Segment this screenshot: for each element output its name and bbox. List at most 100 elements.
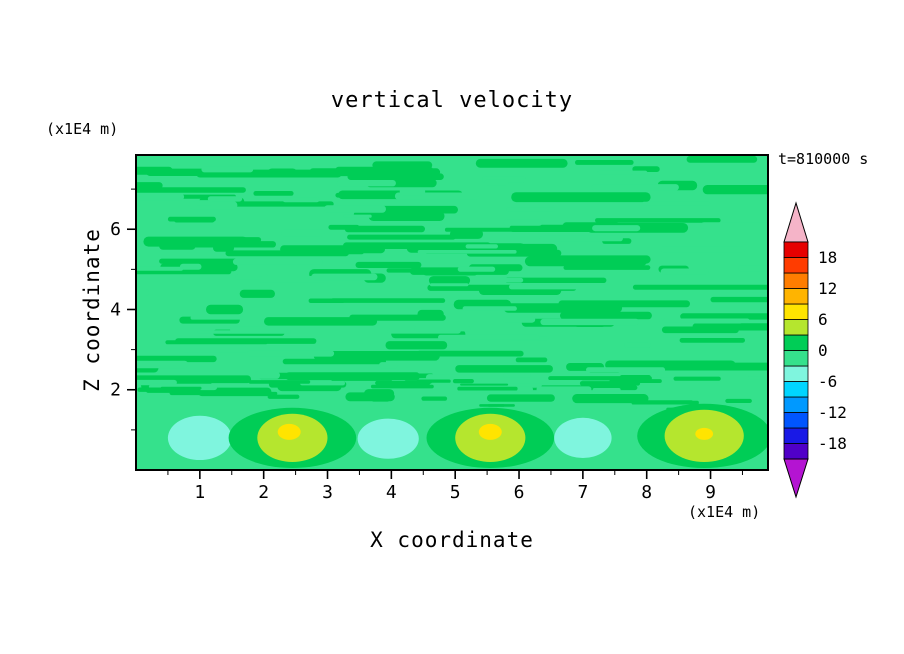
field-streak-gap [379, 362, 398, 369]
field-streak-gap [201, 166, 254, 173]
colorbar-under-arrow [783, 458, 809, 499]
colorbar-segment [783, 350, 809, 367]
colorbar-segment [783, 272, 809, 289]
field-streak [572, 394, 649, 404]
cell-updraft [277, 423, 301, 440]
field-filament [261, 391, 278, 396]
colorbar-tick-label: -18 [818, 434, 847, 453]
field-streak [710, 296, 768, 303]
field-streak [335, 192, 377, 198]
field-streak-gap [179, 345, 248, 353]
field-streak [515, 357, 548, 363]
field-streak-gap [748, 376, 768, 380]
colorbar-segment [783, 381, 809, 398]
field-streak [355, 261, 422, 268]
colorbar-segment [783, 241, 809, 258]
field-streak-gap [414, 326, 471, 332]
field-streak-gap [506, 207, 555, 212]
field-streak [450, 229, 483, 239]
field-streak [455, 365, 553, 373]
y-tick-label: 2 [110, 380, 121, 401]
field-streak [159, 258, 238, 264]
colorbar-tick-label: 12 [818, 279, 837, 298]
field-streak [173, 217, 215, 223]
x-tick-label: 8 [641, 482, 652, 503]
field-filament [372, 398, 389, 402]
colorbar-segment [783, 257, 809, 274]
field-streak-gap [462, 306, 517, 311]
field-streak-gap [539, 235, 623, 242]
field-streak [644, 364, 768, 371]
field-streak-gap [597, 170, 648, 175]
field-streak [504, 277, 607, 283]
field-streak-gap [230, 326, 288, 333]
field-streak-gap [179, 263, 202, 270]
field-filament [375, 380, 431, 386]
field-filament [335, 374, 396, 380]
chart-title: vertical velocity [330, 88, 574, 113]
field-streak-gap [258, 276, 329, 283]
field-streak [218, 201, 334, 207]
field-streak [136, 355, 217, 363]
x-tick-label: 2 [258, 482, 269, 503]
time-annotation: t=810000 s [778, 150, 869, 168]
field-filament [609, 379, 662, 383]
field-streak-gap [624, 342, 652, 348]
field-streak-gap [509, 284, 610, 290]
field-streak [253, 191, 294, 196]
colorbar-segment [783, 427, 809, 444]
colorbar: 18 12 6 0 -6 -12 -18 [778, 200, 888, 514]
field-streak-gap [465, 244, 498, 249]
field-streak-gap [592, 388, 621, 392]
field-streak [136, 166, 173, 175]
cell-downdraft [167, 415, 232, 460]
colorbar-segment [783, 396, 809, 413]
field-streak [416, 350, 524, 357]
field-streak-gap [457, 266, 496, 272]
x-tick-label: 3 [322, 482, 333, 503]
field-streak [264, 317, 378, 326]
y-tick-label: 6 [110, 219, 121, 240]
field-streak-gap [343, 214, 372, 218]
field-streak [486, 394, 555, 402]
field-streak [511, 192, 651, 203]
field-streak [575, 160, 634, 165]
x-tick-label: 1 [194, 482, 205, 503]
field-streak-gap [503, 373, 531, 378]
field-streak [475, 158, 568, 168]
cell-downdraft [357, 418, 419, 459]
field-streak [595, 218, 721, 223]
field-streak [347, 234, 456, 240]
cell-updraft [695, 427, 714, 440]
x-tick-label: 9 [705, 482, 716, 503]
field-streak-gap [499, 277, 524, 283]
field-streak-gap [136, 289, 150, 296]
field-streak-gap [662, 318, 750, 323]
field-streak-gap [282, 197, 320, 203]
field-streak-gap [586, 367, 666, 373]
field-streak-gap [194, 200, 213, 206]
colorbar-segment [783, 303, 809, 320]
field-streak-gap [484, 179, 509, 186]
field-streak [632, 284, 768, 290]
field-streak [524, 256, 647, 267]
contour-field [136, 155, 768, 470]
field-streak [282, 358, 386, 365]
field-streak-gap [311, 273, 378, 281]
field-filament [416, 379, 451, 383]
field-streak-gap [480, 380, 583, 384]
field-streak-gap [660, 268, 709, 275]
colorbar-tick-label: 0 [818, 341, 828, 360]
field-streak-gap [592, 225, 641, 232]
field-streak [330, 298, 446, 303]
field-streak-gap [430, 283, 469, 287]
field-filament [620, 375, 651, 379]
field-filament [479, 404, 515, 407]
field-filament [370, 384, 434, 389]
field-streak [679, 338, 745, 343]
field-streak [368, 211, 445, 221]
field-streak-gap [540, 318, 640, 326]
field-streak-gap [254, 371, 280, 379]
field-streak-gap [738, 265, 768, 272]
field-streak-gap [190, 316, 244, 320]
